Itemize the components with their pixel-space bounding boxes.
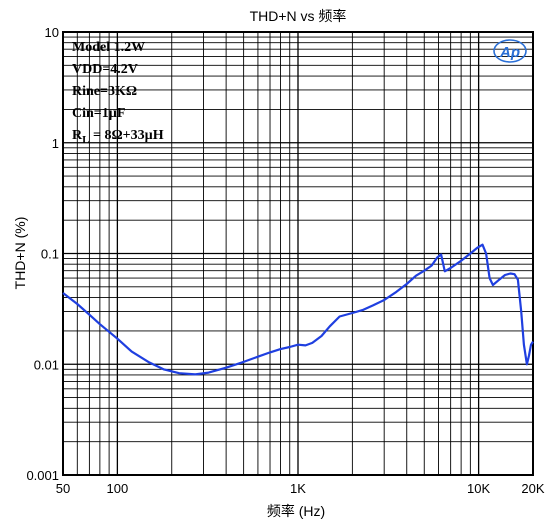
y-tick-label: 1 — [52, 136, 59, 151]
annotation-rl-sub: L — [82, 134, 89, 146]
x-tick-label: 10K — [467, 481, 490, 496]
annotation-cin: Cin=1µF — [72, 106, 125, 121]
annotation-model: Model 1.2W — [72, 40, 145, 55]
y-tick-label: 0.001 — [26, 468, 59, 483]
annotation-rl: RL = 8Ω+33µH — [72, 128, 164, 146]
chart-title: THD+N vs 频率 — [250, 8, 347, 24]
y-tick-label: 10 — [45, 25, 59, 40]
x-axis-label: 频率 (Hz) — [267, 503, 325, 519]
x-tick-label: 20K — [521, 481, 544, 496]
ap-logo: Ap — [493, 39, 527, 63]
tick-labels: 50 100 1K 10K 20K 10 1 0.1 0.01 0.001 — [26, 25, 544, 496]
grid — [62, 32, 534, 476]
annotation-rine: Rine=3KΩ — [72, 84, 137, 99]
x-tick-label: 50 — [56, 481, 70, 496]
y-tick-label: 0.1 — [41, 247, 59, 262]
annotation-rl-main: R — [72, 128, 83, 143]
series-thdn-line — [62, 243, 534, 376]
annotation-vdd: VDD=4.2V — [72, 62, 138, 77]
plot-frame — [62, 31, 534, 476]
ap-logo-ring — [493, 39, 527, 63]
ap-logo-text: Ap — [499, 44, 520, 61]
y-axis-label: THD+N (%) — [12, 217, 28, 290]
annotation-box: Model 1.2W VDD=4.2V Rine=3KΩ Cin=1µF RL … — [72, 40, 164, 146]
y-tick-label: 0.01 — [34, 357, 59, 372]
annotation-rl-rest: = 8Ω+33µH — [89, 128, 163, 143]
x-tick-label: 100 — [107, 481, 129, 496]
x-tick-label: 1K — [290, 481, 306, 496]
